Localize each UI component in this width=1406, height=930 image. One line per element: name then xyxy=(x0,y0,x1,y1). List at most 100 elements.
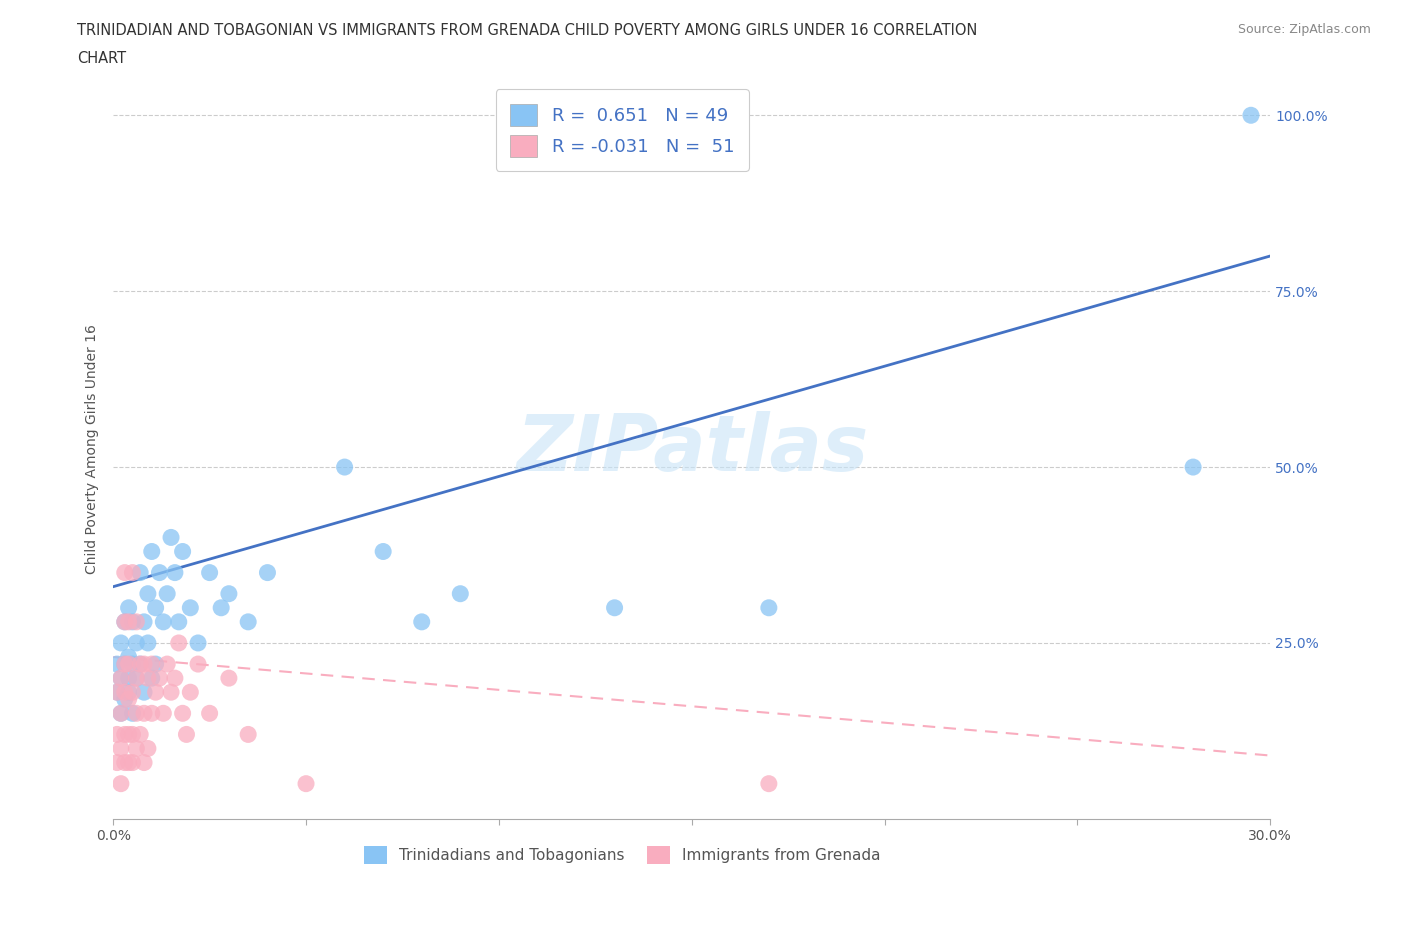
Point xyxy=(117,615,139,630)
Point xyxy=(125,671,148,685)
Point xyxy=(160,684,183,699)
Point xyxy=(114,657,136,671)
Point xyxy=(114,615,136,630)
Y-axis label: Child Poverty Among Girls Under 16: Child Poverty Among Girls Under 16 xyxy=(86,325,100,575)
Point xyxy=(187,635,209,650)
Point xyxy=(218,671,240,685)
Point xyxy=(105,727,128,742)
Point xyxy=(172,544,194,559)
Point xyxy=(160,530,183,545)
Point xyxy=(136,741,159,756)
Point xyxy=(603,601,626,616)
Point xyxy=(121,727,143,742)
Text: TRINIDADIAN AND TOBAGONIAN VS IMMIGRANTS FROM GRENADA CHILD POVERTY AMONG GIRLS : TRINIDADIAN AND TOBAGONIAN VS IMMIGRANTS… xyxy=(77,23,977,38)
Point xyxy=(256,565,278,580)
Point xyxy=(110,635,132,650)
Point xyxy=(141,657,163,671)
Point xyxy=(449,586,471,601)
Point xyxy=(1182,459,1205,474)
Point xyxy=(238,615,260,630)
Point xyxy=(114,565,136,580)
Point xyxy=(141,544,163,559)
Point xyxy=(167,615,190,630)
Point xyxy=(125,706,148,721)
Point xyxy=(295,777,318,791)
Point xyxy=(117,649,139,664)
Legend: Trinidadians and Tobagonians, Immigrants from Grenada: Trinidadians and Tobagonians, Immigrants… xyxy=(357,840,887,870)
Point xyxy=(141,706,163,721)
Text: CHART: CHART xyxy=(77,51,127,66)
Point xyxy=(114,615,136,630)
Point xyxy=(148,565,170,580)
Point xyxy=(129,565,152,580)
Point xyxy=(176,727,198,742)
Point xyxy=(141,671,163,685)
Point xyxy=(110,706,132,721)
Point xyxy=(121,706,143,721)
Point xyxy=(187,657,209,671)
Point xyxy=(167,635,190,650)
Point xyxy=(121,684,143,699)
Point xyxy=(333,459,356,474)
Point xyxy=(129,657,152,671)
Point xyxy=(136,635,159,650)
Point xyxy=(117,755,139,770)
Point xyxy=(145,601,167,616)
Point xyxy=(105,684,128,699)
Point xyxy=(117,727,139,742)
Point xyxy=(125,671,148,685)
Point xyxy=(156,657,179,671)
Point xyxy=(163,671,186,685)
Point xyxy=(117,601,139,616)
Point xyxy=(1240,108,1263,123)
Text: ZIPatlas: ZIPatlas xyxy=(516,411,868,487)
Point xyxy=(148,671,170,685)
Point xyxy=(125,635,148,650)
Point xyxy=(411,615,433,630)
Point xyxy=(121,615,143,630)
Point xyxy=(172,706,194,721)
Point xyxy=(129,727,152,742)
Point xyxy=(105,684,128,699)
Point xyxy=(132,657,155,671)
Point xyxy=(758,777,780,791)
Point xyxy=(152,615,174,630)
Point xyxy=(198,565,221,580)
Point xyxy=(121,755,143,770)
Point xyxy=(117,684,139,699)
Point xyxy=(132,755,155,770)
Point xyxy=(125,741,148,756)
Point xyxy=(218,586,240,601)
Point xyxy=(121,565,143,580)
Point xyxy=(132,706,155,721)
Point xyxy=(110,671,132,685)
Point xyxy=(110,671,132,685)
Point xyxy=(132,615,155,630)
Point xyxy=(758,601,780,616)
Point xyxy=(114,755,136,770)
Point xyxy=(136,586,159,601)
Point xyxy=(105,755,128,770)
Point xyxy=(132,684,155,699)
Point xyxy=(114,727,136,742)
Point xyxy=(117,671,139,685)
Point xyxy=(163,565,186,580)
Point xyxy=(117,692,139,707)
Point xyxy=(373,544,395,559)
Point xyxy=(179,601,201,616)
Point xyxy=(110,741,132,756)
Point xyxy=(152,706,174,721)
Point xyxy=(179,684,201,699)
Text: Source: ZipAtlas.com: Source: ZipAtlas.com xyxy=(1237,23,1371,36)
Point xyxy=(145,684,167,699)
Point xyxy=(209,601,232,616)
Point xyxy=(125,615,148,630)
Point xyxy=(110,777,132,791)
Point xyxy=(238,727,260,742)
Point xyxy=(114,684,136,699)
Point xyxy=(129,657,152,671)
Point xyxy=(136,671,159,685)
Point xyxy=(121,657,143,671)
Point xyxy=(156,586,179,601)
Point xyxy=(110,706,132,721)
